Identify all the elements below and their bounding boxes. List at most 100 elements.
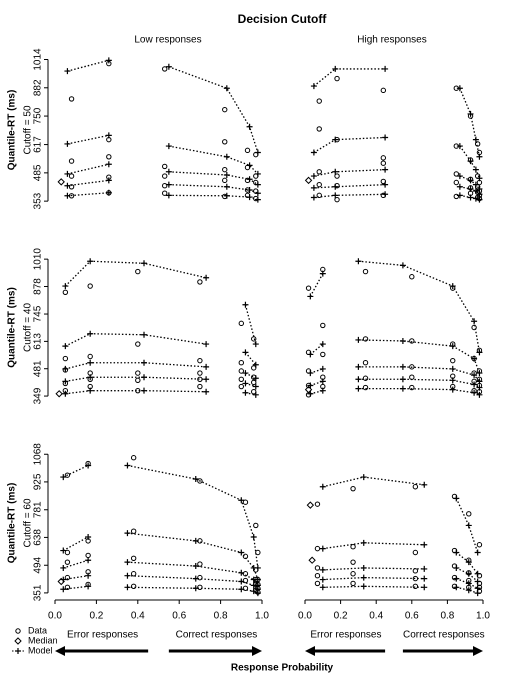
model-point <box>238 497 245 504</box>
model-point <box>310 173 317 180</box>
data-point <box>320 374 326 380</box>
data-point <box>453 179 459 186</box>
data-point <box>62 355 69 362</box>
model-point <box>310 184 317 191</box>
model-point <box>399 363 406 370</box>
model-point <box>64 170 71 177</box>
model-point <box>141 359 148 366</box>
data-point <box>362 384 369 391</box>
model-point <box>355 363 362 370</box>
data-point <box>162 173 168 179</box>
data-point <box>453 143 459 149</box>
data-point <box>476 584 483 590</box>
model-point <box>124 462 131 469</box>
data-point <box>476 195 483 202</box>
data-point <box>412 484 419 490</box>
data-point <box>305 368 312 374</box>
data-point <box>451 583 458 590</box>
model-point <box>355 336 362 343</box>
data-point <box>253 179 259 186</box>
model-line <box>65 362 207 370</box>
data-point <box>87 383 93 390</box>
model-line <box>63 575 89 581</box>
model-point <box>472 166 479 173</box>
model-point <box>472 136 479 143</box>
y-axis-label: Quantile-RT (ms) <box>7 287 18 368</box>
y-tick-label: 781 <box>33 501 44 518</box>
data-point <box>222 166 228 173</box>
model-point <box>223 183 230 190</box>
model-point <box>242 380 249 387</box>
data-point <box>106 174 112 180</box>
model-point <box>307 293 314 300</box>
x-axis-label: Response Probability <box>231 663 334 674</box>
model-point <box>471 318 478 325</box>
model-point <box>421 481 428 488</box>
data-point <box>197 574 203 581</box>
y-tick-label: 481 <box>33 360 44 377</box>
data-point <box>314 565 321 571</box>
model-point <box>85 557 92 564</box>
data-point <box>466 570 472 576</box>
data-point <box>380 155 387 161</box>
x-tick-label: 0.6 <box>405 611 419 622</box>
data-point <box>106 154 112 160</box>
data-point <box>222 106 228 113</box>
model-line <box>313 193 386 199</box>
data-point <box>62 367 69 373</box>
data-point <box>85 538 91 544</box>
data-point <box>253 188 259 194</box>
data-point <box>334 173 340 179</box>
arrow-label: Error responses <box>310 630 381 641</box>
model-point <box>476 391 483 398</box>
x-tick-label: 0.8 <box>214 611 228 622</box>
model-point <box>465 522 472 529</box>
data-point <box>253 151 259 158</box>
model-point <box>319 545 326 552</box>
model-line <box>168 171 259 186</box>
data-point <box>222 139 228 145</box>
model-line <box>358 366 480 382</box>
data-point <box>251 374 257 380</box>
data-point <box>62 289 69 295</box>
model-point <box>105 161 112 168</box>
median-point <box>57 577 65 586</box>
data-point <box>471 387 477 394</box>
model-point <box>87 330 94 337</box>
data-point <box>253 576 259 583</box>
model-point <box>203 388 210 395</box>
data-point <box>135 387 141 394</box>
x-tick-label: 1.0 <box>255 611 269 622</box>
model-point <box>105 177 112 184</box>
model-line <box>456 586 478 594</box>
model-line <box>455 551 479 575</box>
model-line <box>67 179 109 187</box>
model-point <box>355 258 362 265</box>
data-point <box>222 177 228 184</box>
model-point <box>60 576 67 583</box>
data-point <box>476 376 483 382</box>
data-point <box>197 561 203 567</box>
y-tick-label: 351 <box>33 584 44 601</box>
model-line <box>67 163 109 175</box>
model-line <box>313 136 386 154</box>
y-tick-label: 925 <box>33 473 44 490</box>
data-point <box>316 98 322 104</box>
data-point <box>238 383 245 390</box>
data-point <box>64 574 71 581</box>
data-point <box>68 173 75 179</box>
y-tick-label: 638 <box>33 529 44 546</box>
y-tick-label: 750 <box>33 107 44 124</box>
data-point <box>412 568 419 574</box>
model-point <box>141 387 148 394</box>
data-point <box>106 60 112 67</box>
data-point <box>87 353 93 360</box>
model-point <box>60 474 67 481</box>
data-point <box>197 279 203 285</box>
x-tick-label: 1.0 <box>476 611 490 622</box>
data-point <box>314 545 321 552</box>
data-point <box>62 380 69 387</box>
x-tick-label: 0.4 <box>131 611 145 622</box>
model-point <box>165 168 172 175</box>
data-point <box>451 547 458 554</box>
